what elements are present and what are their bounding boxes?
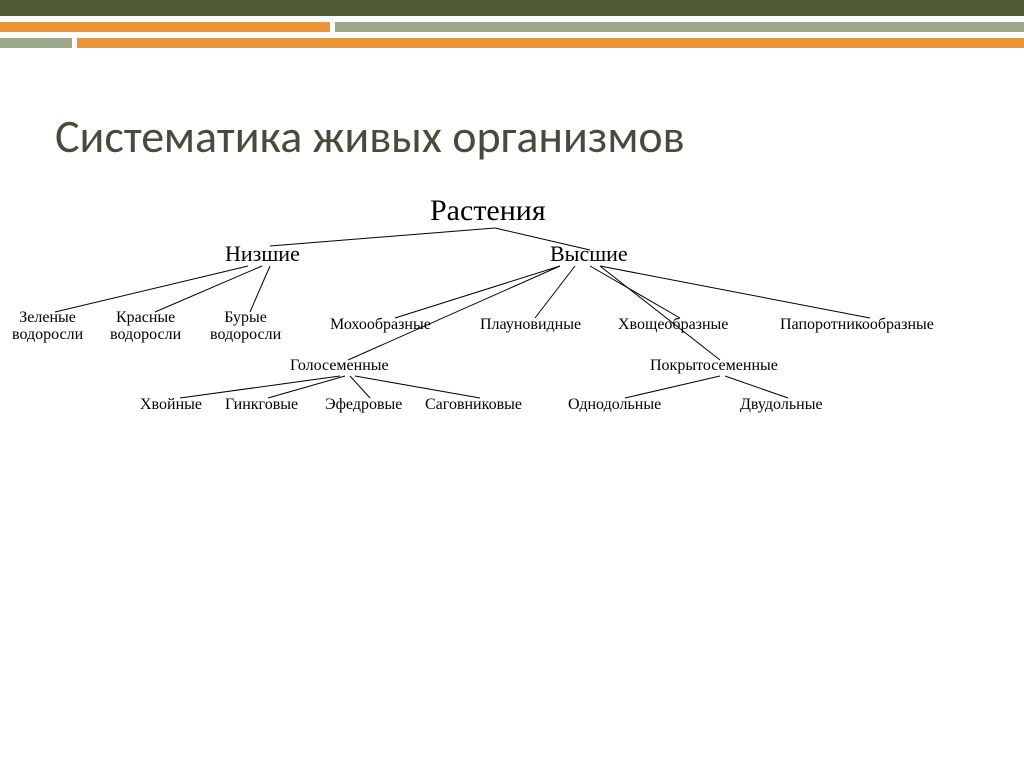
node-moss: Мохообразные [330, 317, 431, 334]
edge-16 [725, 376, 788, 398]
edge-8 [600, 266, 870, 318]
edge-3 [155, 266, 262, 312]
edge-15 [625, 376, 720, 398]
edge-0 [270, 228, 495, 246]
node-pokry: Покрытосеменные [650, 358, 778, 375]
node-lower: Низшие [225, 242, 300, 265]
top-bar-5 [0, 38, 72, 48]
top-bar-6 [77, 38, 1024, 48]
node-dvu: Двудольные [740, 397, 823, 414]
node-sagov: Саговниковые [425, 397, 522, 414]
slide: Систематика живых организмов Растения Низ… [0, 0, 1024, 767]
edge-7 [590, 266, 680, 318]
edge-9 [348, 266, 560, 360]
node-efedr: Эфедровые [325, 397, 402, 414]
node-papor: Папоротникообразные [780, 317, 934, 334]
node-odno: Однодольные [568, 397, 661, 414]
node-root: Растения [430, 195, 546, 227]
node-higher: Высшие [550, 242, 628, 265]
edge-4 [250, 266, 270, 312]
edge-12 [268, 376, 345, 398]
edge-11 [180, 376, 340, 398]
node-hvoy: Хвойные [140, 397, 202, 414]
node-brown: Бурые водоросли [210, 310, 281, 344]
node-red: Красные водоросли [110, 310, 181, 344]
node-hvosh: Хвощеобразные [618, 317, 728, 334]
edge-5 [395, 266, 560, 318]
node-golo: Голосеменные [290, 358, 389, 375]
edge-2 [55, 266, 248, 312]
node-plaun: Плауновидные [480, 317, 581, 334]
node-green: Зеленые водоросли [12, 310, 83, 344]
edge-14 [355, 376, 480, 398]
edge-6 [535, 266, 575, 318]
edge-13 [350, 376, 370, 398]
node-ginkgo: Гинкговые [225, 397, 298, 414]
top-bar-0 [0, 0, 1024, 16]
top-bar-3 [335, 22, 1024, 32]
page-title: Систематика живых организмов [55, 109, 685, 165]
top-bar-2 [0, 22, 330, 32]
edge-10 [600, 266, 720, 360]
